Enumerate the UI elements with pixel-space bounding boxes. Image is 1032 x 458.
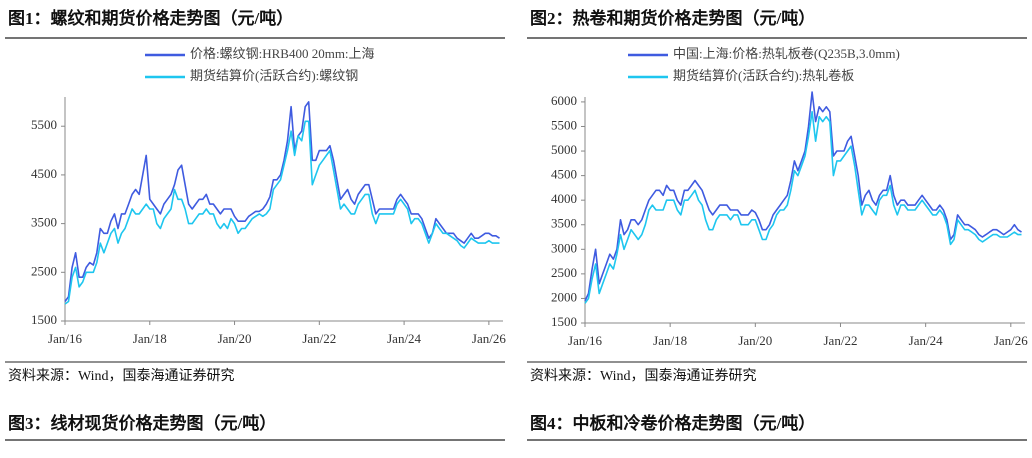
y-tick-label: 2000 [551, 289, 577, 304]
x-tick-label: Jan/18 [133, 331, 167, 346]
source-note: 资料来源：Wind，国泰海通证券研究 [530, 368, 757, 384]
legend-label: 期货结算价(活跃合约):热轧卷板 [673, 68, 854, 83]
y-tick-label: 1500 [551, 314, 577, 329]
series-line [64, 120, 500, 305]
y-tick-label: 2500 [551, 265, 577, 280]
source-note: 资料来源：Wind，国泰海通证券研究 [8, 368, 235, 384]
series-line [64, 101, 500, 302]
legend-label: 价格:螺纹钢:HRB400 20mm:上海 [190, 46, 375, 61]
legend-label: 中国:上海:价格:热轧板卷(Q235B,3.0mm) [673, 46, 900, 61]
x-tick-label: Jan/20 [218, 331, 252, 346]
x-tick-label: Jan/18 [653, 333, 687, 348]
y-tick-label: 5500 [31, 117, 57, 132]
x-tick-label: Jan/22 [302, 331, 336, 346]
y-tick-label: 4000 [551, 191, 577, 206]
y-tick-label: 2500 [31, 263, 57, 278]
figure-title: 图4：中板和冷卷价格走势图（元/吨） [530, 413, 815, 433]
x-tick-label: Jan/26 [472, 331, 506, 346]
y-tick-label: 4500 [31, 166, 57, 181]
y-tick-label: 3500 [31, 215, 57, 230]
x-tick-label: Jan/20 [738, 333, 772, 348]
chart-title: 图2：热卷和期货价格走势图（元/吨） [530, 8, 815, 28]
x-tick-label: Jan/24 [909, 333, 943, 348]
x-tick-label: Jan/16 [48, 331, 82, 346]
x-tick-label: Jan/24 [387, 331, 421, 346]
x-tick-label: Jan/22 [824, 333, 858, 348]
y-tick-label: 5500 [551, 117, 577, 132]
y-tick-label: 1500 [31, 312, 57, 327]
chart-title: 图1：螺纹和期货价格走势图（元/吨） [8, 8, 293, 28]
series-line [584, 91, 1022, 302]
y-tick-label: 4500 [551, 167, 577, 182]
legend-label: 期货结算价(活跃合约):螺纹钢 [190, 68, 358, 83]
series-line [584, 110, 1022, 304]
y-tick-label: 5000 [551, 142, 577, 157]
y-tick-label: 6000 [551, 93, 577, 108]
x-tick-label: Jan/26 [994, 333, 1028, 348]
x-tick-label: Jan/16 [568, 333, 602, 348]
figure-title: 图3：线材现货价格走势图（元/吨） [8, 413, 276, 433]
y-tick-label: 3500 [551, 216, 577, 231]
y-tick-label: 3000 [551, 240, 577, 255]
